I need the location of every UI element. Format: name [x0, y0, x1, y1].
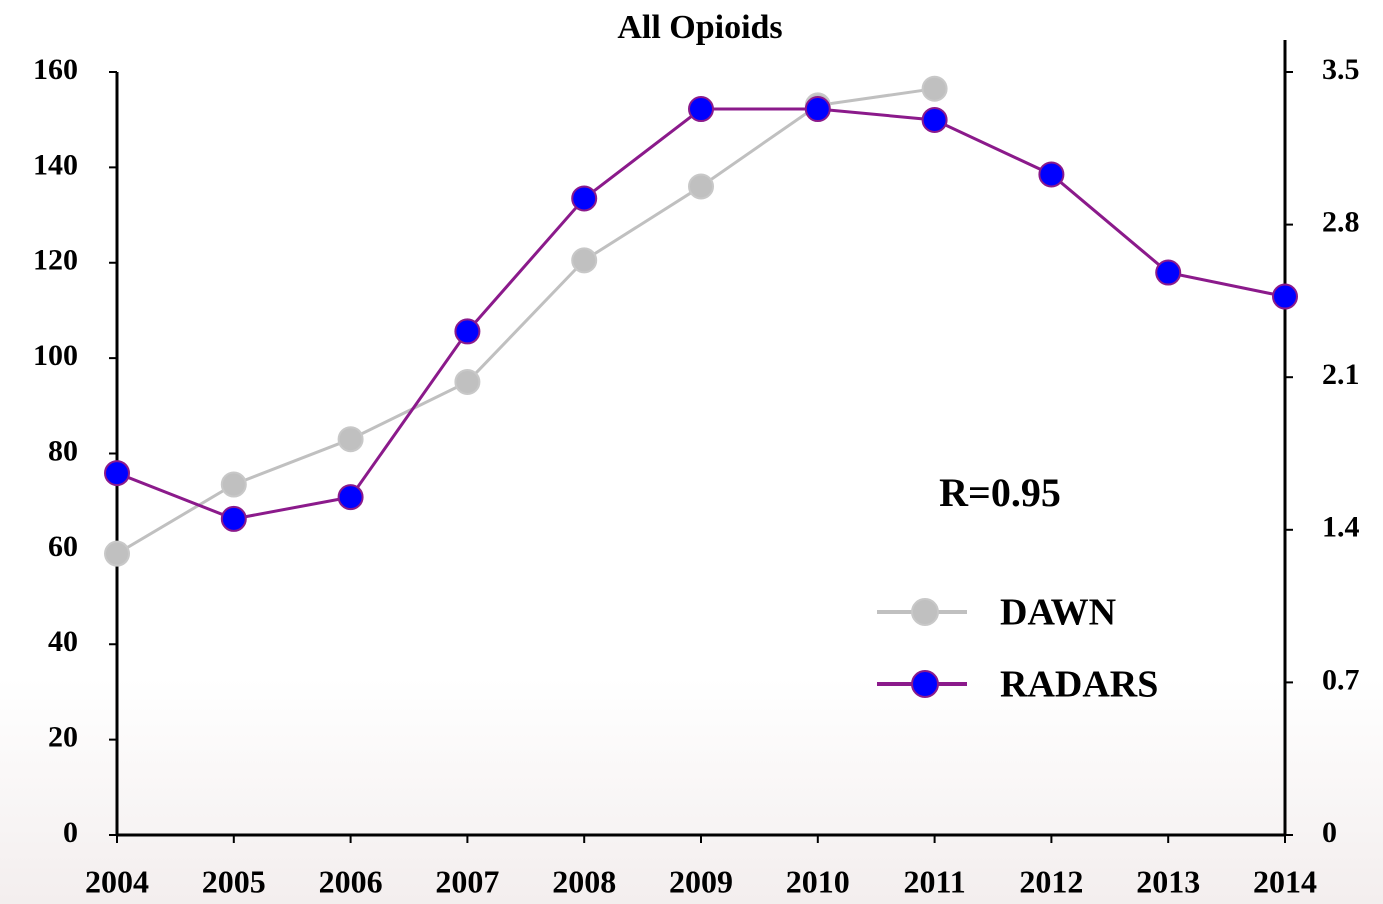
series-marker: [220, 505, 247, 532]
legend-label: DAWN: [1000, 592, 1116, 634]
y-tick-label: 140: [33, 148, 78, 181]
y2-tick-label: 2.1: [1322, 358, 1360, 391]
series-marker: [1038, 161, 1065, 188]
x-tick-label: 2010: [786, 863, 850, 899]
x-tick-label: 2006: [319, 863, 383, 899]
y2-tick-label: 0.7: [1322, 663, 1360, 696]
series-marker: [337, 484, 364, 511]
y2-tick-label: 1.4: [1322, 511, 1360, 544]
series-marker: [571, 247, 598, 274]
y2-tick-label: 0: [1322, 816, 1337, 849]
series-marker: [104, 460, 130, 487]
series-line: [116, 87, 935, 555]
series-marker: [104, 540, 130, 567]
series-marker: [1272, 283, 1298, 310]
annotation: R=0.95: [939, 470, 1061, 515]
x-tick-label: 2013: [1136, 863, 1200, 899]
series-marker: [688, 96, 714, 123]
series-marker: [804, 96, 831, 123]
x-tick-label: 2009: [669, 863, 733, 899]
x-tick-label: 2007: [435, 863, 499, 899]
y-tick-label: 40: [48, 625, 78, 658]
x-tick-label: 2008: [552, 863, 616, 899]
legend-label: RADARS: [1000, 664, 1158, 706]
series-marker: [1155, 259, 1182, 286]
series-marker: [454, 368, 481, 395]
y2-tick-label: 3.5: [1322, 53, 1360, 86]
y-tick-label: 20: [48, 721, 78, 754]
series-marker: [921, 106, 948, 133]
y-tick-label: 100: [33, 339, 78, 372]
x-tick-label: 2005: [202, 863, 266, 899]
series-marker: [688, 173, 714, 200]
chart-title: All Opioids: [617, 9, 782, 46]
series-marker: [921, 75, 948, 102]
series-marker: [571, 185, 598, 212]
series-marker: [220, 471, 247, 498]
y-tick-label: 60: [48, 530, 78, 563]
y-tick-label: 80: [48, 434, 78, 467]
y-tick-label: 160: [33, 53, 78, 86]
series-marker: [337, 426, 364, 453]
series-marker: [454, 318, 481, 345]
legend-marker: [911, 598, 939, 626]
y-tick-label: 0: [63, 816, 78, 849]
y-tick-label: 120: [33, 244, 78, 277]
y2-tick-label: 2.8: [1322, 205, 1360, 238]
legend-marker: [911, 670, 939, 698]
x-tick-label: 2004: [85, 863, 149, 899]
x-tick-label: 2011: [903, 863, 965, 899]
x-tick-label: 2012: [1019, 863, 1083, 899]
x-tick-label: 2014: [1253, 863, 1317, 899]
